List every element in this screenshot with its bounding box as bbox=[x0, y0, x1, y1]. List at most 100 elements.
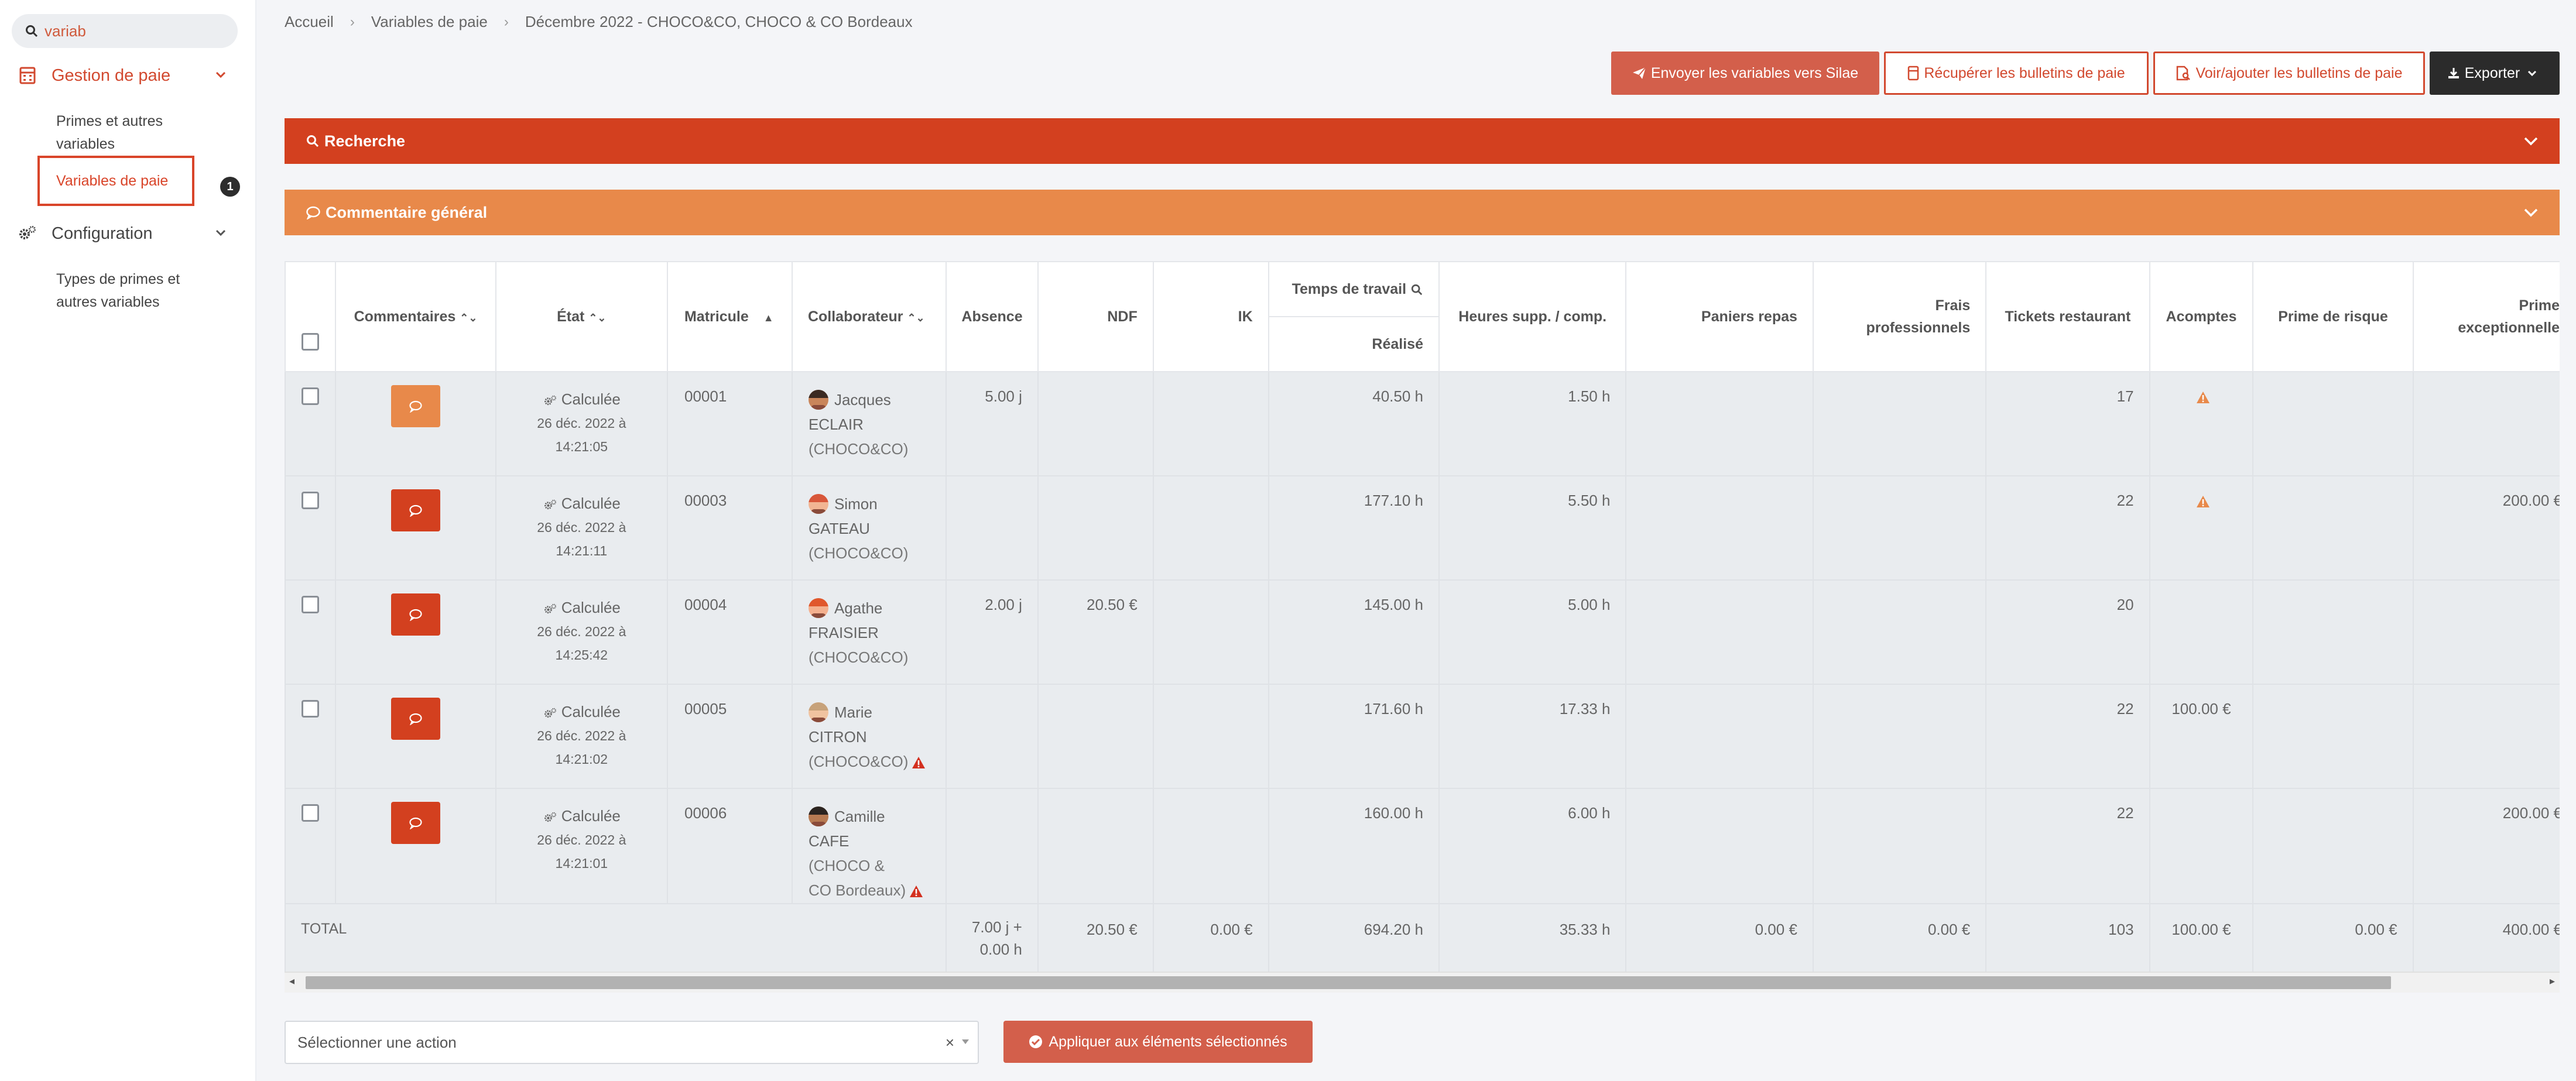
bulk-action-select[interactable]: Sélectionner une action × bbox=[285, 1021, 979, 1064]
send-variables-button[interactable]: Envoyer les variables vers Silae bbox=[1611, 52, 1879, 95]
caret-down-icon[interactable] bbox=[960, 1038, 971, 1045]
column-header-advances[interactable]: Acomptes bbox=[2149, 261, 2254, 372]
company-name: (CHOCO&CO) bbox=[808, 440, 909, 458]
calculator-icon bbox=[18, 66, 37, 85]
select-all-checkbox[interactable] bbox=[302, 333, 320, 351]
column-header-tickets[interactable]: Tickets restaurant bbox=[1985, 261, 2150, 372]
column-label: IK bbox=[1238, 308, 1253, 325]
clear-icon[interactable]: × bbox=[945, 1033, 954, 1051]
sidebar-item-variables-de-paie[interactable]: Variables de paie bbox=[37, 156, 194, 206]
view-payslips-button[interactable]: Voir/ajouter les bulletins de paie bbox=[2153, 52, 2425, 95]
state-time: 14:25:42 bbox=[555, 647, 608, 663]
meals-cell bbox=[1625, 371, 1814, 476]
collaborator-last-name[interactable]: ECLAIR bbox=[808, 416, 864, 433]
fees-cell bbox=[1812, 475, 1987, 581]
state-time: 14:21:01 bbox=[555, 856, 608, 871]
chevron-right-icon: › bbox=[503, 13, 509, 30]
table-row[interactable]: Calculée 26 déc. 2022 à 14:21:11 00003 Simon… bbox=[285, 475, 2560, 581]
bonus-cell: 200.00 € bbox=[2412, 475, 2560, 581]
comment-button[interactable] bbox=[391, 385, 441, 427]
collaborator-company: (CHOCO&CO) bbox=[809, 541, 945, 565]
breadcrumb-variables[interactable]: Variables de paie bbox=[371, 13, 488, 30]
state-date: 26 déc. 2022 à bbox=[537, 520, 626, 535]
column-header-ik[interactable]: IK bbox=[1152, 261, 1269, 372]
zoom-icon[interactable] bbox=[1410, 283, 1423, 296]
column-header-meals[interactable]: Paniers repas bbox=[1625, 261, 1814, 372]
sidebar-item-label: Variables de paie bbox=[56, 172, 169, 189]
sidebar-item-primes[interactable]: Primes et autres variables bbox=[56, 110, 232, 156]
cogs-icon bbox=[544, 812, 556, 822]
comment-cell bbox=[335, 684, 496, 789]
collaborator-last-name[interactable]: CITRON bbox=[808, 728, 867, 746]
column-header-realise[interactable]: Réalisé bbox=[1268, 316, 1440, 372]
column-header-comments[interactable]: Commentaires ⌃⌄ bbox=[335, 261, 496, 372]
horizontal-scrollbar[interactable]: ◂ ▸ bbox=[285, 972, 2560, 993]
fees-cell bbox=[1812, 371, 1987, 476]
row-checkbox[interactable] bbox=[302, 804, 320, 822]
collaborator-first-name[interactable]: Jacques bbox=[834, 391, 891, 409]
collaborator-last-name[interactable]: CAFE bbox=[808, 832, 849, 850]
collaborator-first-name[interactable]: Simon bbox=[834, 495, 878, 513]
matricule-cell: 00003 bbox=[666, 475, 793, 581]
column-header-overtime[interactable]: Heures supp. / comp. bbox=[1438, 261, 1627, 372]
sidebar-search-input[interactable]: variab bbox=[12, 14, 238, 48]
sidebar-group-configuration[interactable]: Configuration bbox=[18, 224, 153, 243]
breadcrumb-home[interactable]: Accueil bbox=[285, 13, 334, 30]
apply-selection-button[interactable]: Appliquer aux éléments sélectionnés bbox=[1003, 1021, 1313, 1063]
table-row[interactable]: Calculée 26 déc. 2022 à 14:21:02 00005 Marie… bbox=[285, 684, 2560, 789]
overtime-cell: 17.33 h bbox=[1438, 684, 1627, 789]
total-meals-cell-value: 0.00 € bbox=[1755, 921, 1797, 938]
fetch-payslips-button[interactable]: Récupérer les bulletins de paie bbox=[1884, 52, 2149, 95]
sidebar-group-gestion-de-paie[interactable]: Gestion de paie bbox=[18, 66, 170, 85]
chevron-down-icon bbox=[2528, 70, 2537, 77]
column-header-state[interactable]: État ⌃⌄ bbox=[495, 261, 668, 372]
collaborator-first-name[interactable]: Camille bbox=[834, 808, 885, 825]
scroll-left-icon[interactable]: ◂ bbox=[289, 975, 295, 987]
column-header-fees[interactable]: Frais professionnels bbox=[1812, 261, 1987, 372]
column-label: Heures supp. / comp. bbox=[1458, 308, 1607, 325]
collaborator-company-line2: CO Bordeaux) bbox=[809, 878, 945, 902]
absence-cell-value: 5.00 j bbox=[985, 387, 1022, 405]
apply-label: Appliquer aux éléments sélectionnés bbox=[1049, 1033, 1287, 1050]
export-dropdown-button[interactable]: Exporter bbox=[2430, 52, 2560, 95]
row-checkbox[interactable] bbox=[302, 387, 320, 405]
avatar bbox=[808, 390, 828, 410]
collaborator-last-name[interactable]: GATEAU bbox=[808, 520, 870, 537]
comment-icon bbox=[409, 713, 422, 725]
comment-button[interactable] bbox=[391, 802, 441, 844]
column-header-bonus[interactable]: Prime exceptionnelle bbox=[2412, 261, 2560, 372]
matricule-cell-value: 00005 bbox=[684, 700, 727, 718]
comment-button[interactable] bbox=[391, 698, 441, 740]
warning-icon bbox=[2196, 392, 2210, 404]
column-header-ndf[interactable]: NDF bbox=[1037, 261, 1154, 372]
table-row[interactable]: Calculée 26 déc. 2022 à 14:21:01 00006 Camil… bbox=[285, 788, 2560, 904]
total-tickets-cell-value: 103 bbox=[2108, 921, 2134, 938]
search-panel-toggle[interactable]: Recherche bbox=[285, 118, 2560, 164]
collaborator-last-name[interactable]: FRAISIER bbox=[808, 624, 879, 641]
column-header-risk[interactable]: Prime de risque bbox=[2252, 261, 2414, 372]
row-checkbox[interactable] bbox=[302, 596, 320, 613]
comment-button[interactable] bbox=[391, 489, 441, 531]
column-header-absence[interactable]: Absence bbox=[946, 261, 1039, 372]
collaborator-first-name[interactable]: Marie bbox=[834, 703, 872, 721]
table-row[interactable]: Calculée 26 déc. 2022 à 14:21:05 00001 Jacqu… bbox=[285, 371, 2560, 476]
row-checkbox[interactable] bbox=[302, 700, 320, 718]
table-row[interactable]: Calculée 26 déc. 2022 à 14:25:42 00004 Agath… bbox=[285, 579, 2560, 685]
chevron-down-icon[interactable] bbox=[214, 68, 227, 81]
column-header-matricule[interactable]: Matricule ▲ bbox=[666, 261, 793, 372]
select-cell bbox=[285, 579, 337, 685]
comment-button[interactable] bbox=[391, 593, 441, 636]
column-header-collaborator[interactable]: Collaborateur ⌃⌄ bbox=[791, 261, 947, 372]
scrollbar-thumb[interactable] bbox=[306, 976, 2391, 989]
chevron-down-icon[interactable] bbox=[214, 226, 227, 239]
tickets-cell: 17 bbox=[1985, 371, 2150, 476]
column-header-work-time[interactable]: Temps de travail bbox=[1268, 261, 1440, 317]
sidebar-item-types-de-primes[interactable]: Types de primes et autres variables bbox=[56, 268, 232, 314]
column-label: Prime bbox=[2519, 297, 2560, 314]
collaborator-first-name[interactable]: Agathe bbox=[834, 599, 883, 617]
overtime-cell: 5.50 h bbox=[1438, 475, 1627, 581]
scroll-right-icon[interactable]: ▸ bbox=[2549, 975, 2555, 987]
row-checkbox[interactable] bbox=[302, 492, 320, 509]
ndf-cell bbox=[1037, 684, 1154, 789]
general-comment-panel-toggle[interactable]: Commentaire général bbox=[285, 190, 2560, 235]
